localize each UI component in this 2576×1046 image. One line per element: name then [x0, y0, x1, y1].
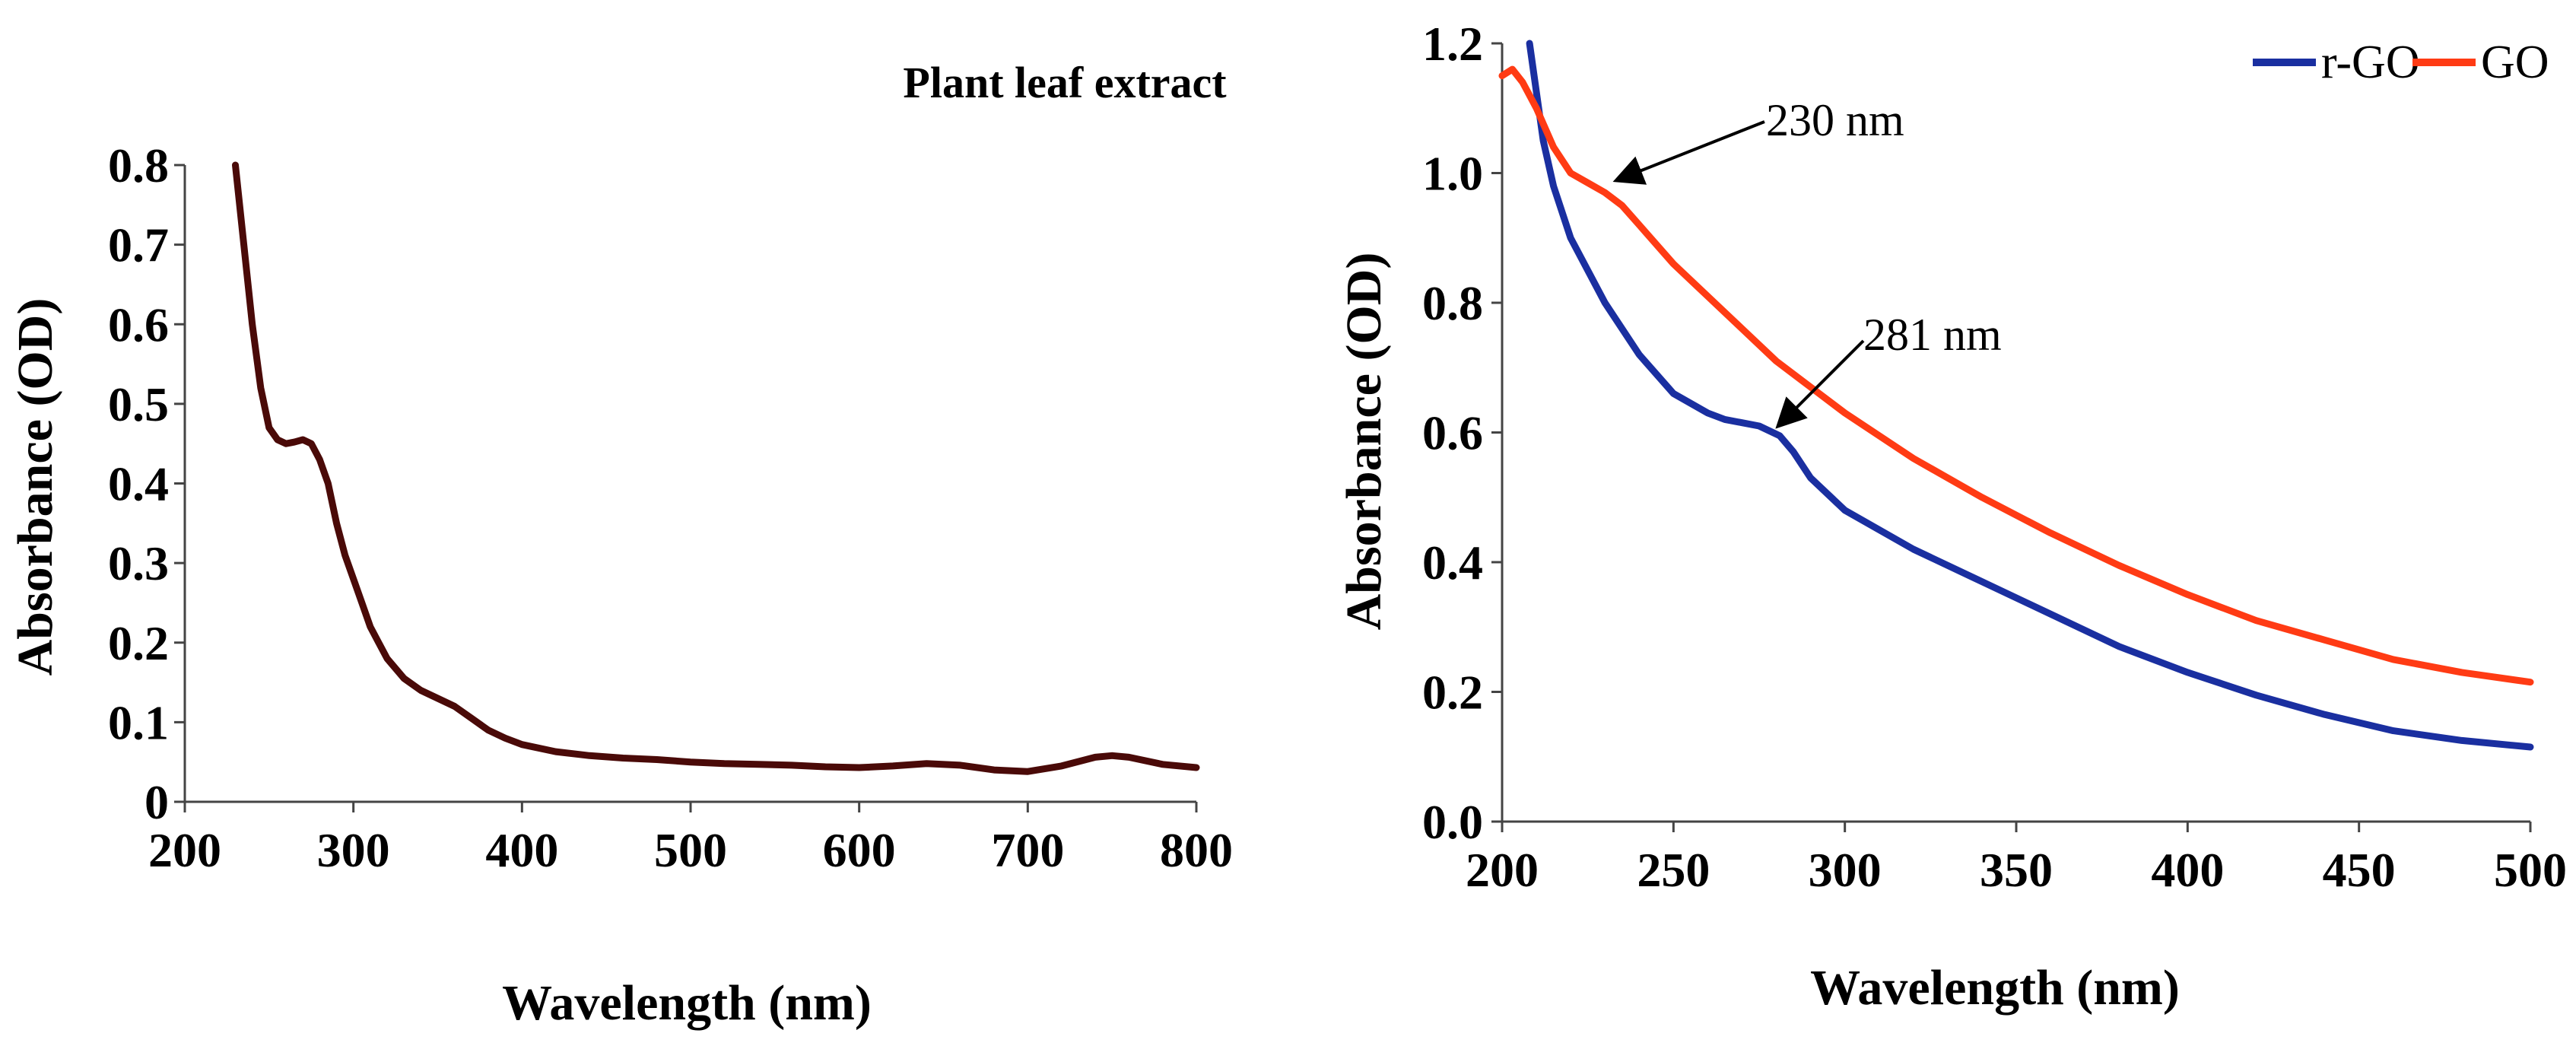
y-axis-title: Absorbance (OD)	[1336, 253, 1392, 631]
x-tick-labels: 200 300 400 500 600 700 800	[148, 823, 1233, 877]
y-tick-label: 0.4	[108, 457, 169, 511]
x-tick-label: 600	[823, 823, 896, 877]
chart-plant-leaf-extract: Plant leaf extract 0 0.1 0.2 0.3 0.4 0.5 0.6 0.…	[8, 58, 1233, 1031]
y-tick-label: 1.2	[1422, 17, 1483, 71]
y-tick-label: 0.6	[108, 297, 169, 351]
y-tick-label: 0.5	[108, 377, 169, 431]
annotation-arrow-281	[1775, 339, 1865, 429]
y-axis-title: Absorbance (OD)	[8, 298, 63, 676]
legend: r-GO GO	[2253, 37, 2549, 88]
x-tick-label: 400	[485, 823, 558, 877]
y-tick-label: 0.1	[108, 695, 169, 749]
x-tick-label: 250	[1637, 843, 1710, 897]
y-tick-labels: 0.0 0.2 0.4 0.6 0.8 1.0 1.2	[1422, 17, 1483, 849]
series-line-r-go	[1526, 40, 2534, 751]
x-tick-label: 800	[1160, 823, 1233, 877]
x-tick-label: 350	[1980, 843, 2053, 897]
x-axis-title: Wavelength (nm)	[1810, 960, 2180, 1016]
series-line-go	[1498, 65, 2534, 686]
y-tick-label: 0.8	[1422, 276, 1483, 330]
axes	[1491, 42, 2532, 832]
series-line-plant-leaf-extract	[232, 161, 1200, 775]
annotation-label-281: 281 nm	[1863, 310, 2002, 360]
y-tick-label: 0.2	[108, 616, 169, 670]
chart-title: Plant leaf extract	[903, 58, 1227, 107]
x-tick-label: 500	[654, 823, 727, 877]
y-tick-label: 0.4	[1422, 536, 1483, 590]
y-tick-label: 0.3	[108, 536, 169, 590]
y-tick-label: 1.0	[1422, 147, 1483, 201]
legend-label-rgo: r-GO	[2321, 37, 2420, 88]
x-tick-label: 300	[317, 823, 390, 877]
x-tick-label: 700	[991, 823, 1064, 877]
x-tick-label: 300	[1809, 843, 1882, 897]
y-tick-label: 0.7	[108, 218, 169, 272]
y-tick-label: 0.8	[108, 138, 169, 192]
y-tick-label: 0.2	[1422, 666, 1483, 720]
y-tick-label: 0.6	[1422, 406, 1483, 460]
y-tick-labels: 0 0.1 0.2 0.3 0.4 0.5 0.6 0.7 0.8	[108, 138, 169, 829]
x-tick-label: 200	[1466, 843, 1539, 897]
x-tick-label: 200	[148, 823, 221, 877]
x-tick-label: 450	[2323, 843, 2396, 897]
annotation-arrow-230	[1612, 120, 1765, 185]
x-tick-label: 500	[2494, 843, 2567, 897]
x-tick-label: 400	[2151, 843, 2224, 897]
series-group	[1498, 40, 2534, 751]
legend-label-go: GO	[2481, 37, 2549, 88]
axes	[174, 164, 1198, 812]
y-tick-label: 0.0	[1422, 795, 1483, 849]
x-axis-title: Wavelength (nm)	[502, 975, 872, 1031]
x-tick-labels: 200 250 300 350 400 450 500	[1466, 843, 2567, 897]
y-tick-label: 0	[145, 775, 169, 829]
series-group	[232, 161, 1200, 775]
chart-rgo-go: 0.0 0.2 0.4 0.6 0.8 1.0 1.2 200 250 300 350 400 450…	[1336, 17, 2567, 1016]
annotations: 230 nm 281 nm	[1612, 95, 2002, 429]
annotation-label-230: 230 nm	[1766, 95, 1904, 145]
